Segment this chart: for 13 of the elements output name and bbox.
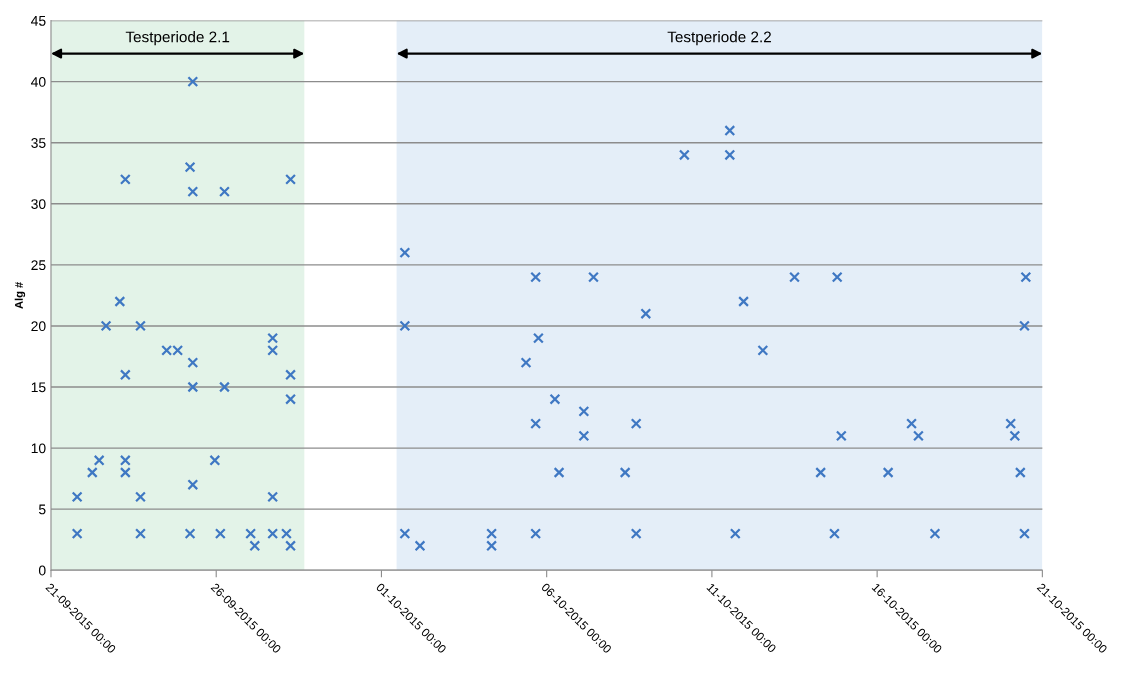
y-tick-label: 25 [31, 260, 46, 271]
y-tick-label: 15 [31, 382, 46, 393]
y-tick-label: 0 [38, 565, 46, 576]
y-tick-label: 20 [31, 321, 46, 332]
y-tick-label: 30 [31, 199, 46, 209]
band-label: Testperiode 2.1 [125, 31, 230, 46]
band-label: Testperiode 2.2 [667, 31, 771, 46]
y-tick-label: 40 [31, 77, 46, 87]
y-tick-label: 10 [31, 443, 46, 454]
y-axis-title: Alg # [14, 282, 26, 309]
y-tick-label: 35 [31, 138, 46, 148]
y-tick-label: 5 [38, 504, 46, 515]
y-tick-label: 45 [31, 16, 46, 26]
